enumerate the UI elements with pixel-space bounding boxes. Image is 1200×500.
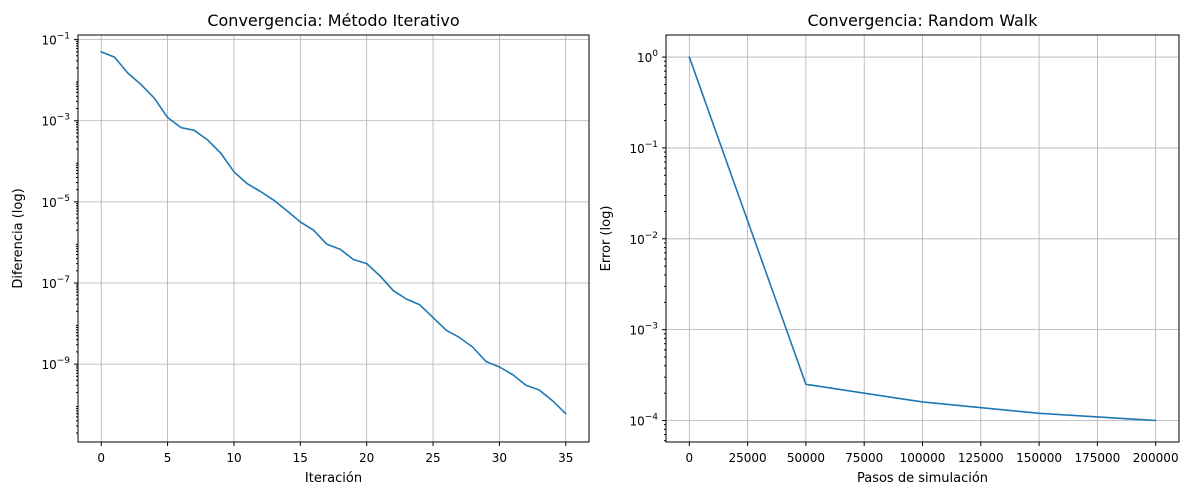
y-tick-label: 10−2 [629, 231, 658, 247]
x-tick-label: 175000 [1074, 451, 1120, 465]
x-tick-label: 0 [97, 451, 105, 465]
chart-title-iterative: Convergencia: Método Iterativo [207, 11, 459, 30]
grid-iterative [78, 35, 589, 442]
x-tick-label: 150000 [1016, 451, 1062, 465]
x-tick-label: 10 [226, 451, 241, 465]
chart-title-random-walk: Convergencia: Random Walk [807, 11, 1038, 30]
x-tick-label: 125000 [958, 451, 1004, 465]
x-tick-label: 0 [685, 451, 693, 465]
x-tick-label: 200000 [1133, 451, 1179, 465]
y-tick-label: 10−4 [629, 413, 658, 429]
x-tick-label: 35 [558, 451, 573, 465]
x-axis-label-iterative: Iteración [305, 471, 362, 486]
chart-panel-random-walk: Convergencia: Random Walk 0 25000 50000 750… [599, 11, 1180, 486]
x-tick-label: 50000 [787, 451, 825, 465]
chart-panel-iterative: Convergencia: Método Iterativo 0 5 10 15 20 2… [11, 11, 590, 486]
y-axis-label-iterative: Diferencia (log) [11, 188, 26, 288]
x-tick-label: 100000 [900, 451, 946, 465]
ticks-random-walk: 0 25000 50000 75000 100000 125000 150000 175000… [629, 49, 1178, 465]
y-tick-label: 10−1 [629, 140, 658, 156]
x-tick-label: 20 [359, 451, 374, 465]
x-tick-label: 15 [293, 451, 308, 465]
x-axis-label-random-walk: Pasos de simulación [857, 471, 988, 486]
x-tick-label: 5 [164, 451, 172, 465]
y-tick-label: 10−7 [41, 275, 70, 291]
y-tick-label: 10−9 [41, 356, 70, 372]
x-tick-label: 25000 [729, 451, 767, 465]
x-tick-label: 75000 [845, 451, 883, 465]
plot-frame-iterative [77, 34, 590, 443]
x-tick-label: 25 [425, 451, 440, 465]
ticks-iterative: 0 5 10 15 20 25 30 35 10−9 10−7 10−5 10−3 10−1 [41, 32, 573, 465]
y-tick-label: 10−3 [41, 113, 70, 129]
grid-random-walk [666, 35, 1179, 442]
y-tick-label: 10−3 [629, 322, 658, 338]
series-line-iterative [100, 51, 567, 415]
series-line-random-walk [688, 56, 1157, 422]
y-tick-label: 10−5 [41, 194, 70, 210]
x-tick-label: 30 [492, 451, 507, 465]
y-tick-label: 10−1 [41, 32, 70, 48]
y-axis-label-random-walk: Error (log) [599, 206, 614, 272]
y-tick-label: 100 [637, 49, 658, 65]
